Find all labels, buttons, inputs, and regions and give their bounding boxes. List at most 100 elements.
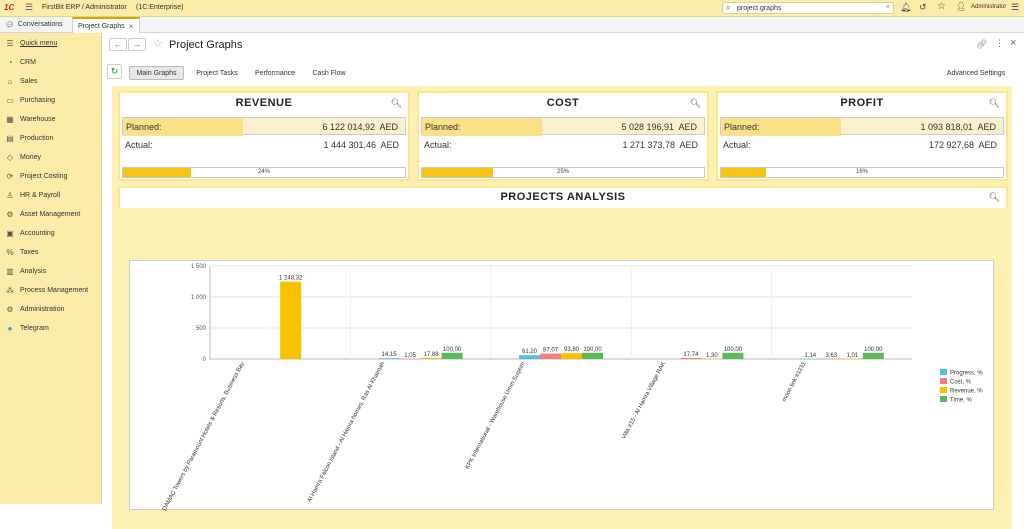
legend-label: Progress, %	[950, 371, 983, 377]
search-icon[interactable]: 🔍︎	[988, 192, 1000, 202]
progress-text: 25%	[556, 169, 569, 175]
planned-row: Planned: 6 122 014,92 AED	[122, 117, 406, 136]
revenue-panel: REVENUE 🔍︎ Planned: 6 122 014,92 AED Act…	[118, 91, 410, 181]
tab-label: Conversations	[17, 21, 63, 28]
actual-label: Actual:	[424, 140, 452, 150]
favorite-star-icon[interactable]: ☆	[153, 38, 163, 50]
main-area: ← → ☆ Project Graphs 🔗︎ ⋮ × ↻ Main Graph…	[103, 33, 1024, 529]
hr-icon: ♙	[6, 191, 14, 200]
sidebar-item-money[interactable]: ◇ Money	[0, 148, 102, 167]
planned-value: 1 093 818,01	[920, 122, 973, 132]
sidebar-item-analysis[interactable]: ▥ Analysis	[0, 262, 102, 281]
tab-project-graphs[interactable]: Project Graphs ×	[72, 17, 140, 33]
refresh-button[interactable]: ↻	[107, 64, 122, 79]
data-label: 61,20	[522, 349, 538, 355]
app-logo[interactable]: 1C	[4, 3, 15, 12]
platform-label: (1C:Enterprise)	[136, 4, 184, 11]
global-search-field[interactable]: ⌕ project graphs ×	[722, 2, 894, 14]
sidebar-item-taxes[interactable]: % Taxes	[0, 243, 102, 262]
tab-project-tasks[interactable]: Project Tasks	[191, 66, 243, 80]
bar	[519, 355, 540, 359]
actual-value: 1 444 301,46	[323, 140, 376, 150]
tab-main-graphs[interactable]: Main Graphs	[129, 66, 184, 80]
purchasing-icon: ▭	[6, 96, 14, 105]
back-button[interactable]: ←	[109, 38, 127, 51]
bar	[862, 352, 884, 359]
close-tab-icon[interactable]: ×	[128, 21, 134, 31]
data-label: 100,00	[724, 347, 743, 353]
settings-menu-icon[interactable]: ☰	[1011, 2, 1020, 12]
bar	[799, 358, 821, 360]
actual-row: Actual: 172 927,68 AED	[720, 136, 1004, 154]
data-label: 100,00	[443, 347, 462, 353]
sidebar-item-administration[interactable]: ⚙ Administration	[0, 300, 102, 319]
link-icon[interactable]: 🔗︎	[976, 39, 988, 49]
sidebar-item-crm[interactable]: ◔ CRM	[0, 53, 102, 72]
taxes-icon: %	[6, 248, 14, 257]
progress-text: 16%	[855, 169, 868, 175]
menu-icon: ☰	[6, 39, 14, 48]
currency: AED	[978, 140, 997, 150]
forward-button[interactable]: →	[128, 38, 146, 51]
search-icon[interactable]: 🔍︎	[988, 98, 1000, 108]
bar	[561, 353, 582, 359]
legend-swatch	[940, 387, 947, 393]
money-icon: ◇	[6, 153, 14, 162]
actual-value: 172 927,68	[928, 140, 974, 150]
tab-bar: 💬︎ Conversations Project Graphs ×	[0, 17, 1024, 33]
data-label: 100,00	[864, 347, 883, 353]
legend-swatch	[940, 369, 947, 375]
user-icon[interactable]: 👤︎	[956, 2, 967, 11]
global-search-input[interactable]: project graphs	[737, 5, 782, 12]
progress-fill	[123, 168, 191, 177]
sidebar-item-telegram[interactable]: ● Telegram	[0, 319, 102, 338]
tab-label: Performance	[254, 69, 296, 77]
bar	[680, 357, 702, 359]
clear-search-icon[interactable]: ×	[885, 4, 890, 11]
bar	[722, 352, 744, 359]
tab-conversations[interactable]: 💬︎ Conversations	[0, 17, 72, 32]
project-costing-icon: ⟳	[6, 172, 14, 181]
bell-icon[interactable]: 🔔︎	[900, 2, 912, 12]
currency: AED	[977, 122, 996, 132]
sidebar-item-sales[interactable]: ⌂ Sales	[0, 72, 102, 91]
x-tick-label: DAMAC Towers by Paramount Hotels & Resor…	[162, 361, 246, 511]
revenue-progress-bar: 24%	[122, 167, 406, 178]
currency: AED	[679, 140, 698, 150]
user-name[interactable]: Administrator	[971, 4, 1007, 10]
tab-performance[interactable]: Performance	[251, 66, 299, 80]
sidebar-item-project-costing[interactable]: ⟳ Project Costing	[0, 167, 102, 186]
bar	[441, 352, 463, 359]
currency: AED	[379, 122, 398, 132]
planned-value: 5 028 196,91	[621, 122, 674, 132]
planned-row: Planned: 1 093 818,01 AED	[720, 117, 1004, 136]
advanced-settings-button[interactable]: Advanced Settings	[941, 66, 1011, 80]
data-label: 1,30	[706, 353, 718, 359]
search-icon[interactable]: 🔍︎	[689, 98, 701, 108]
close-page-icon[interactable]: ×	[1010, 37, 1017, 49]
tab-label: Project Graphs	[78, 22, 125, 30]
history-icon[interactable]: ↺	[919, 2, 927, 12]
data-label: 1,05	[404, 353, 416, 359]
sidebar-item-purchasing[interactable]: ▭ Purchasing	[0, 91, 102, 110]
sidebar-item-warehouse[interactable]: ▦ Warehouse	[0, 110, 102, 129]
progress-text: 24%	[257, 169, 270, 175]
sidebar-item-hr-payroll[interactable]: ♙ HR & Payroll	[0, 186, 102, 205]
more-options-icon[interactable]: ⋮	[995, 38, 1004, 48]
sidebar-item-process-management[interactable]: ⁂ Process Management	[0, 281, 102, 300]
sidebar-item-quick-menu[interactable]: ☰ Quick menu	[0, 34, 102, 53]
progress-fill	[721, 168, 767, 177]
tab-cash-flow[interactable]: Cash Flow	[308, 66, 350, 80]
sidebar-item-production[interactable]: ▤ Production	[0, 129, 102, 148]
y-tick-label: 1 500	[191, 264, 207, 270]
currency: AED	[380, 140, 399, 150]
cost-title: COST	[546, 97, 580, 109]
search-icon[interactable]: 🔍︎	[390, 98, 402, 108]
data-label: 1,14	[804, 353, 816, 359]
sidebar-item-asset-management[interactable]: ⚙ Asset Management	[0, 205, 102, 224]
data-label: 17,88	[424, 352, 440, 358]
sidebar-item-accounting[interactable]: ▣ Accounting	[0, 224, 102, 243]
star-icon[interactable]: ☆	[937, 1, 946, 12]
hamburger-icon[interactable]: ☰	[25, 2, 34, 12]
legend-swatch	[940, 378, 947, 384]
